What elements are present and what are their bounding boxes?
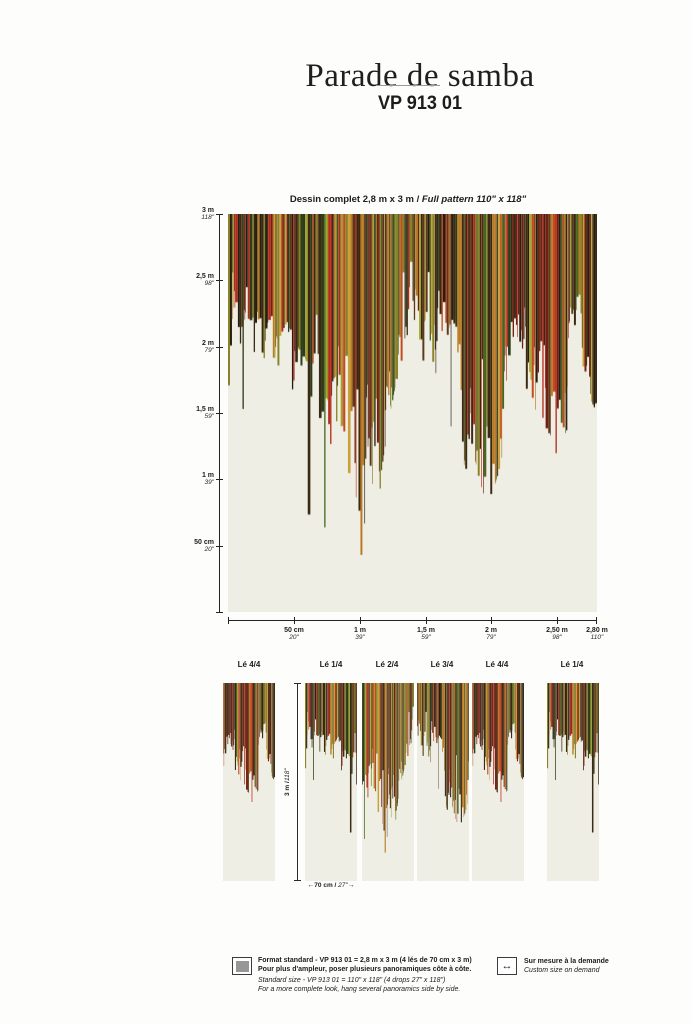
x-axis-label: 1 m 39" xyxy=(353,627,367,641)
product-code: VP 913 01 xyxy=(378,93,462,114)
note-en-line1: Standard size - VP 913 01 = 110" x 118" … xyxy=(258,977,446,984)
strip-panel-6 xyxy=(547,683,599,881)
resize-glyph: ↔ xyxy=(501,960,513,972)
strip-panel-1 xyxy=(223,683,275,881)
resize-horizontal-icon: ↔ xyxy=(497,957,517,975)
standard-format-swatch-icon xyxy=(232,957,252,975)
strip-panel-4 xyxy=(417,683,469,881)
title-divider xyxy=(376,85,440,86)
x-axis-line xyxy=(228,620,597,621)
strip-height-dimension-label: 3 m / 118" xyxy=(284,768,291,796)
axis-tick xyxy=(228,617,229,624)
standard-format-note: Format standard - VP 913 01 = 2,8 m x 3 … xyxy=(258,957,488,994)
x-axis-label: 2,80 m 110" xyxy=(586,627,608,641)
left-arrow-icon: ← xyxy=(307,882,315,889)
swatch-fill xyxy=(235,960,249,972)
full-pattern-caption: Dessin complet 2,8 m x 3 m / Full patter… xyxy=(128,194,688,205)
dimension-cap xyxy=(294,683,301,684)
right-arrow-icon: → xyxy=(347,882,355,889)
full-pattern-preview xyxy=(228,214,597,612)
strip-label: Lé 1/4 xyxy=(560,660,584,669)
axis-tick xyxy=(294,617,295,624)
axis-tick xyxy=(491,617,492,624)
x-axis-label: 1,5 m 59" xyxy=(417,627,435,641)
x-axis-label: 2,50 m 98" xyxy=(546,627,568,641)
custom-en: Custom size on demand xyxy=(524,966,600,974)
y-axis-label: 1,5 m 59" xyxy=(196,406,214,420)
custom-size-note: Sur mesure à la demande Custom size on d… xyxy=(524,958,674,975)
strip-panel-3 xyxy=(362,683,414,881)
strip-panel-5 xyxy=(472,683,524,881)
y-axis-label: 50 cm 20" xyxy=(194,539,214,553)
custom-fr: Sur mesure à la demande xyxy=(524,958,609,965)
x-axis-label: 2 m 79" xyxy=(484,627,498,641)
axis-tick xyxy=(426,617,427,624)
y-axis-label: 1 m 39" xyxy=(201,472,214,486)
axis-tick xyxy=(216,214,223,215)
note-fr-line2: Pour plus d'ampleur, poser plusieurs pan… xyxy=(258,965,472,973)
caption-english: Full pattern 110" x 118" xyxy=(421,194,527,205)
caption-french: Dessin complet 2,8 m x 3 m / xyxy=(289,194,420,205)
axis-tick xyxy=(596,617,597,624)
y-axis-label: 2 m 79" xyxy=(201,340,214,354)
page-title: Parade de samba xyxy=(305,58,535,95)
axis-tick xyxy=(360,617,361,624)
strip-label: Lé 3/4 xyxy=(430,660,454,669)
strip-width-dimension-label: ←70 cm / 27"→ xyxy=(307,882,355,889)
note-fr-line1: Format standard - VP 913 01 = 2,8 m x 3 … xyxy=(258,957,472,964)
axis-tick xyxy=(216,612,223,613)
strip-height-dimension-line xyxy=(297,683,298,881)
axis-tick xyxy=(216,546,223,547)
x-axis-label: 50 cm 20" xyxy=(284,627,304,641)
strip-label: Lé 1/4 xyxy=(319,660,343,669)
axis-tick xyxy=(557,617,558,624)
dimension-cap xyxy=(294,880,301,881)
strip-label: Lé 2/4 xyxy=(375,660,399,669)
strip-label: Lé 4/4 xyxy=(237,660,261,669)
axis-tick xyxy=(216,280,223,281)
axis-tick xyxy=(216,347,223,348)
y-axis-label: 2,5 m 98" xyxy=(196,273,214,287)
axis-tick xyxy=(216,413,223,414)
axis-tick xyxy=(216,479,223,480)
note-en-line2: For a more complete look, hang several p… xyxy=(258,985,461,993)
strip-panel-2 xyxy=(305,683,357,881)
strip-label: Lé 4/4 xyxy=(485,660,509,669)
y-axis-label: 3 m 118" xyxy=(201,207,214,221)
